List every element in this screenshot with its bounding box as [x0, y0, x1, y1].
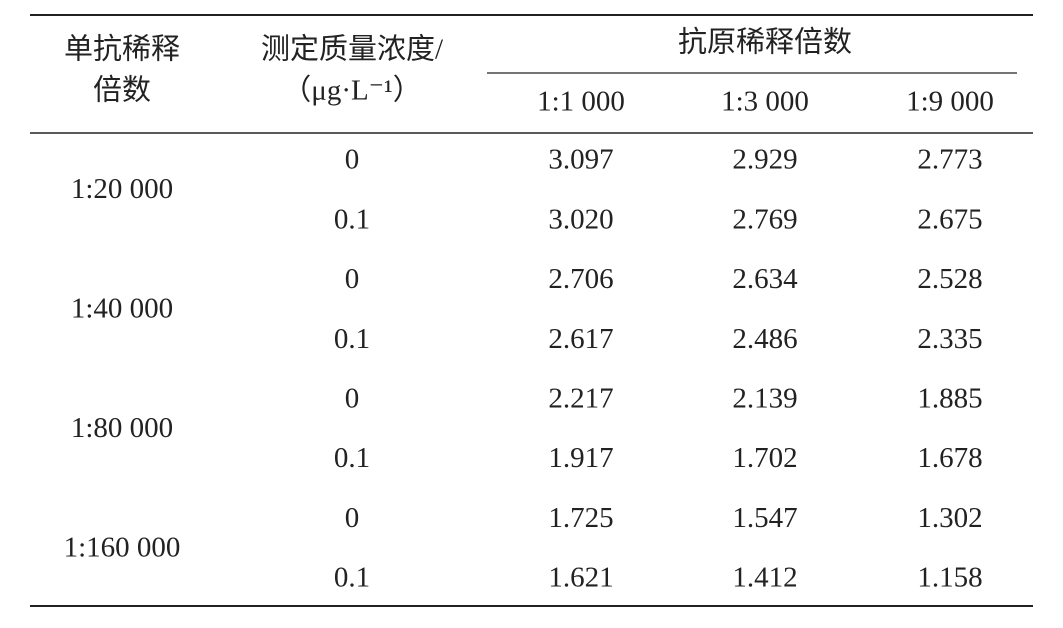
sub-header: 1:3 000	[721, 86, 809, 118]
cell: 1.547	[732, 502, 797, 534]
cell: 1.678	[917, 442, 982, 474]
cell: 1.917	[548, 442, 613, 474]
cell: 0.1	[334, 562, 370, 594]
row-group-label: 1:80 000	[71, 412, 173, 444]
cell: 2.769	[732, 203, 797, 235]
cell: 0	[345, 502, 360, 534]
cell: 1.302	[917, 502, 982, 534]
cell: 2.486	[732, 323, 797, 355]
cell: 0	[345, 382, 360, 414]
cell: 0.1	[334, 442, 370, 474]
cell: 1.158	[917, 562, 982, 594]
cell: 2.773	[917, 144, 982, 176]
cell: 1.412	[732, 562, 797, 594]
cell: 3.020	[548, 203, 613, 235]
cell: 1.885	[917, 382, 982, 414]
cell: 1.725	[548, 502, 613, 534]
row-group-label: 1:160 000	[64, 531, 181, 563]
cell: 2.929	[732, 144, 797, 176]
cell: 2.139	[732, 382, 797, 414]
cell: 2.706	[548, 263, 613, 295]
cell: 0	[345, 144, 360, 176]
cell: 3.097	[548, 144, 613, 176]
cell: 2.217	[548, 382, 613, 414]
cell: 2.335	[917, 323, 982, 355]
cell: 1.621	[548, 562, 613, 594]
header-cell: 单抗稀释	[64, 33, 180, 66]
cell: 2.528	[917, 263, 982, 295]
cell: 2.617	[548, 323, 613, 355]
cell: 2.634	[732, 263, 798, 295]
sub-header: 1:1 000	[537, 86, 625, 118]
group-header: 抗原稀释倍数	[678, 26, 852, 59]
cell: 0.1	[334, 203, 370, 235]
row-group-label: 1:20 000	[71, 173, 173, 205]
cell: 0	[345, 263, 360, 295]
cell: 1.702	[732, 442, 797, 474]
cell: 0.1	[334, 323, 370, 355]
sub-header: 1:9 000	[906, 86, 994, 118]
row-group-label: 1:40 000	[71, 293, 173, 325]
header-cell: 测定质量浓度/	[261, 33, 444, 66]
header-cell: 倍数	[93, 74, 151, 107]
header-cell: （μg·L⁻¹）	[282, 75, 421, 107]
cell: 2.675	[917, 203, 982, 235]
